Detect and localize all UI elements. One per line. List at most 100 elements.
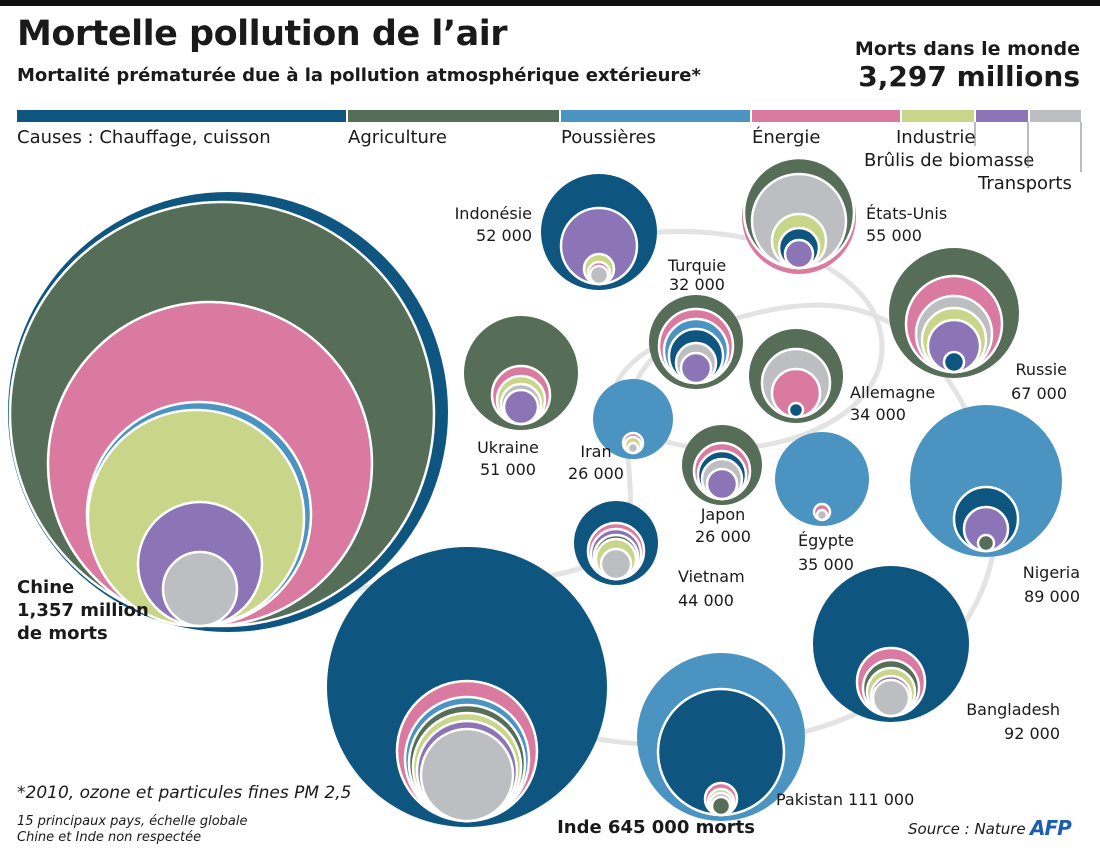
label-inde: Inde 645 000 morts xyxy=(557,817,755,838)
bubble-egypte xyxy=(775,432,869,526)
label-line: 92 000 xyxy=(1004,724,1060,743)
label-line: 44 000 xyxy=(678,591,734,610)
label-nigeria: Nigeria 89 000 xyxy=(1023,563,1080,606)
ring-chine-6 xyxy=(161,550,239,628)
bubble-inde xyxy=(327,547,607,827)
world-total-value: 3,297 millions xyxy=(858,60,1080,93)
label-line: 67 000 xyxy=(1011,384,1067,403)
ring-japon-4 xyxy=(705,467,739,501)
label-allemagne: Allemagne 34 000 xyxy=(850,383,935,424)
ring-egypte-0 xyxy=(775,432,869,526)
legend-label-industry: Industrie xyxy=(896,127,976,148)
spiral-path-inner xyxy=(558,228,885,452)
label-bangladesh: Bangladesh 92 000 xyxy=(966,700,1060,743)
page-title: Mortelle pollution de l’air xyxy=(17,14,508,54)
label-line: Ukraine xyxy=(477,438,539,457)
bubbles-layer xyxy=(8,156,1062,827)
bubble-pakistan xyxy=(637,653,805,821)
label-turquie: Turquie 32 000 xyxy=(667,256,726,294)
label-line: Allemagne xyxy=(850,383,935,402)
label-line: Indonésie xyxy=(455,204,532,223)
label-line: Chine xyxy=(17,577,74,598)
legend-bar-transport xyxy=(1030,110,1081,122)
source-credit: Source : Nature xyxy=(908,820,1026,838)
label-japon: Japon 26 000 xyxy=(695,505,751,546)
label-line: Inde 645 000 morts xyxy=(557,817,755,838)
label-line: Turquie xyxy=(667,256,726,275)
label-line: Vietnam xyxy=(678,567,745,586)
ring-bangladesh-0 xyxy=(813,566,969,722)
legend-bar-agriculture xyxy=(348,110,559,122)
footnote: *2010, ozone et particules fines PM 2,5 xyxy=(17,783,352,803)
afp-logo: AFP xyxy=(1030,816,1072,840)
label-line: 55 000 xyxy=(866,226,922,245)
legend-leader-lines xyxy=(974,122,1082,172)
legend-label-energy: Énergie xyxy=(752,127,821,148)
labels-layer: Chine 1,357 million de morts Inde 645 000 m… xyxy=(17,204,1080,838)
label-line: 1,357 million xyxy=(17,600,149,621)
legend-label-biomass: Brûlis de biomasse xyxy=(864,150,1035,171)
legend-label-heating: Causes : Chauffage, cuisson xyxy=(17,127,271,148)
label-line: 52 000 xyxy=(476,226,532,245)
bubble-allemagne xyxy=(749,329,843,423)
bubble-indonesie xyxy=(541,174,657,290)
ring-turquie-5 xyxy=(679,351,713,385)
label-iran: Iran 26 000 xyxy=(568,442,624,483)
legend-bar-dust xyxy=(561,110,750,122)
label-line: Iran xyxy=(580,442,611,461)
bubble-iran xyxy=(593,379,673,459)
legend-bar-heating xyxy=(17,110,346,122)
label-indonesie: Indonésie 52 000 xyxy=(455,204,532,245)
page-subtitle: Mortalité prématurée due à la pollution … xyxy=(17,65,701,86)
label-line: 32 000 xyxy=(669,275,725,294)
legend-bar-biomass xyxy=(976,110,1028,122)
legend-label-transport: Transports xyxy=(978,173,1072,194)
bubble-turquie xyxy=(649,295,743,389)
ring-pakistan-5 xyxy=(710,795,732,817)
scale-note: 15 principaux pays, échelle globale Chine… xyxy=(17,814,248,845)
ring-etats-unis-5 xyxy=(783,238,815,270)
label-line: 26 000 xyxy=(568,464,624,483)
ring-ukraine-4 xyxy=(502,388,540,426)
ring-iran-3 xyxy=(626,441,640,455)
ring-allemagne-3 xyxy=(787,401,805,419)
ring-nigeria-3 xyxy=(976,533,996,553)
legend-label-dust: Poussières xyxy=(561,127,656,148)
bubble-nigeria xyxy=(910,405,1062,557)
world-total-label: Morts dans le monde xyxy=(854,38,1080,60)
label-line: 34 000 xyxy=(850,405,906,424)
bubble-bangladesh xyxy=(813,566,969,722)
label-line: Nigeria xyxy=(1023,563,1080,582)
label-etats-unis: États-Unis 55 000 xyxy=(866,204,947,245)
label-egypte: Égypte 35 000 xyxy=(798,531,854,574)
ring-inde-6 xyxy=(419,727,515,823)
ring-russie-5 xyxy=(942,350,966,374)
label-line: Russie xyxy=(1016,360,1068,379)
label-line: Japon xyxy=(700,505,746,524)
top-rule xyxy=(0,0,1100,6)
label-line: Égypte xyxy=(798,531,854,550)
label-chine: Chine 1,357 million de morts xyxy=(17,577,149,644)
legend-bar-energy xyxy=(752,110,900,122)
label-russie: Russie 67 000 xyxy=(1011,360,1067,403)
label-ukraine: Ukraine 51 000 xyxy=(477,438,539,479)
label-line: 89 000 xyxy=(1024,587,1080,606)
ring-vietnam-5 xyxy=(599,547,633,581)
ring-nigeria-0 xyxy=(910,405,1062,557)
bubble-japon xyxy=(682,425,762,505)
ring-iran-0 xyxy=(593,379,673,459)
label-line: Bangladesh xyxy=(966,700,1060,719)
label-line: 26 000 xyxy=(695,527,751,546)
bubble-chine xyxy=(8,192,448,632)
label-line: 51 000 xyxy=(480,460,536,479)
legend-bar-industry xyxy=(902,110,974,122)
ring-indonesie-4 xyxy=(588,264,610,286)
bubble-russie xyxy=(889,248,1019,378)
label-pakistan: Pakistan 111 000 xyxy=(776,790,914,809)
label-line: 35 000 xyxy=(798,555,854,574)
legend-label-agriculture: Agriculture xyxy=(348,127,447,148)
bubble-vietnam xyxy=(574,501,658,585)
label-vietnam: Vietnam 44 000 xyxy=(678,567,745,610)
label-line: États-Unis xyxy=(866,204,947,223)
